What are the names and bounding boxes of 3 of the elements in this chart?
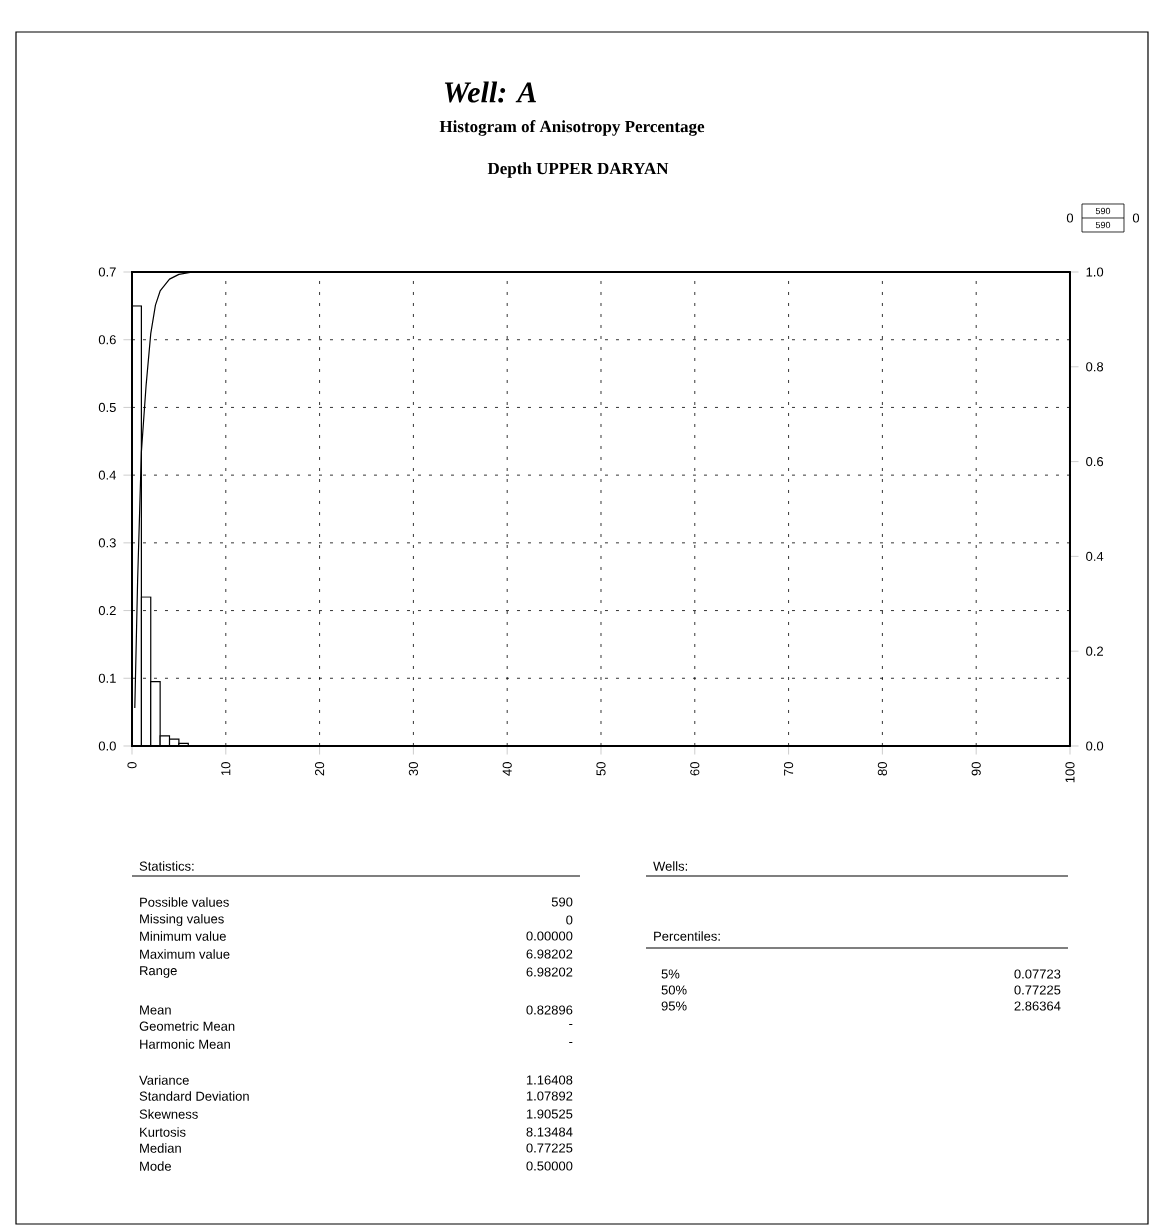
chart-title: Well: A xyxy=(444,81,536,103)
text: Depth UPPER DARYAN xyxy=(487,162,669,178)
chart-subtitle: Histogram of Anisotropy Percentage xyxy=(439,120,705,136)
